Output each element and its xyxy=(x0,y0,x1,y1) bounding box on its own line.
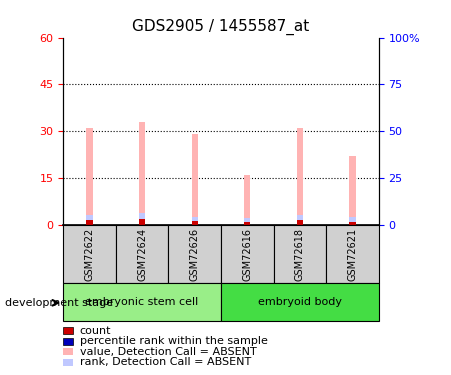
Bar xyxy=(350,156,356,225)
Bar xyxy=(63,283,221,321)
Text: GSM72622: GSM72622 xyxy=(84,227,94,280)
Text: GSM72624: GSM72624 xyxy=(137,228,147,280)
Bar xyxy=(221,225,274,283)
Bar xyxy=(297,220,303,225)
Bar xyxy=(86,214,92,220)
Bar xyxy=(221,283,379,321)
Title: GDS2905 / 1455587_at: GDS2905 / 1455587_at xyxy=(132,18,310,35)
Bar xyxy=(139,219,145,225)
Text: count: count xyxy=(80,326,111,336)
Bar xyxy=(297,214,303,220)
Bar xyxy=(244,218,250,222)
Bar xyxy=(168,225,221,283)
Bar xyxy=(139,122,145,225)
Bar xyxy=(139,213,145,219)
Bar xyxy=(244,175,250,225)
Bar xyxy=(192,134,198,225)
Text: embryonic stem cell: embryonic stem cell xyxy=(85,297,199,307)
Bar xyxy=(116,225,168,283)
Text: GSM72618: GSM72618 xyxy=(295,228,305,280)
Text: percentile rank within the sample: percentile rank within the sample xyxy=(80,336,267,346)
Bar xyxy=(63,225,116,283)
Bar xyxy=(350,217,356,222)
Text: value, Detection Call = ABSENT: value, Detection Call = ABSENT xyxy=(80,347,257,357)
Bar xyxy=(244,222,250,225)
Bar xyxy=(192,221,198,225)
Text: GSM72626: GSM72626 xyxy=(190,228,200,280)
Bar xyxy=(350,222,356,225)
Bar xyxy=(274,225,326,283)
Text: rank, Detection Call = ABSENT: rank, Detection Call = ABSENT xyxy=(80,357,251,367)
Text: development stage: development stage xyxy=(5,298,113,307)
Bar xyxy=(86,128,92,225)
Bar xyxy=(297,128,303,225)
Text: embryoid body: embryoid body xyxy=(258,297,342,307)
Bar xyxy=(326,225,379,283)
Bar xyxy=(86,220,92,225)
Text: GSM72621: GSM72621 xyxy=(348,228,358,280)
Bar xyxy=(192,217,198,221)
Text: GSM72616: GSM72616 xyxy=(242,228,252,280)
